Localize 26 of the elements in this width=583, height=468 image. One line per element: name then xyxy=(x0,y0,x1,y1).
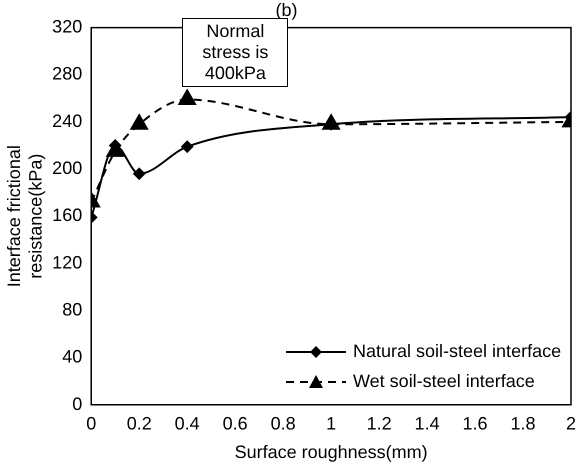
x-axis-title: Surface roughness(mm) xyxy=(234,442,428,462)
y-tick-label: 200 xyxy=(52,158,82,178)
y-tick-label: 40 xyxy=(62,346,82,367)
x-tick-label: 1.2 xyxy=(366,414,392,434)
legend-label: Natural soil-steel interface xyxy=(353,341,562,362)
x-tick-label: 2 xyxy=(566,414,576,434)
annotation: Normal stress is 400kPa xyxy=(202,20,268,83)
y-tick-label: 80 xyxy=(62,299,82,320)
y-tick-label: 320 xyxy=(52,16,82,37)
x-tick-label: 0.6 xyxy=(222,414,248,434)
x-tick-label: 0.2 xyxy=(126,414,152,434)
legend-label: Wet soil-steel interface xyxy=(353,371,535,392)
x-tick-label: 1.6 xyxy=(462,414,488,434)
x-tick-label: 0 xyxy=(86,414,96,434)
x-tick-label: 1 xyxy=(326,414,336,434)
y-tick-label: 160 xyxy=(52,205,82,226)
x-tick-label: 0.8 xyxy=(270,414,296,434)
y-tick-label: 120 xyxy=(52,252,82,272)
y-tick-label: 0 xyxy=(72,394,82,414)
x-tick-label: 1.8 xyxy=(510,414,536,434)
x-tick-label: 1.4 xyxy=(414,414,440,434)
y-axis-title: Interface frictional resistance(kPa) xyxy=(4,145,46,288)
y-tick-label: 240 xyxy=(52,110,82,131)
chart-title: (b) xyxy=(276,0,298,20)
y-tick-label: 280 xyxy=(52,64,82,84)
x-tick-label: 0.4 xyxy=(174,414,200,434)
